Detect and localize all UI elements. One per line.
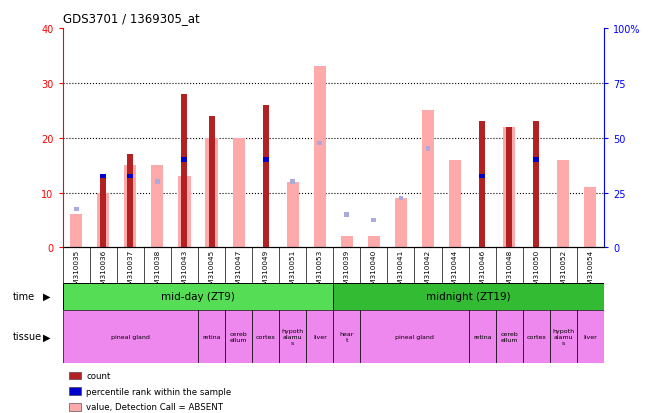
Text: pineal gland: pineal gland (111, 334, 150, 339)
Text: GSM310045: GSM310045 (209, 249, 214, 294)
Bar (100, 177, 106, 248)
Text: count: count (86, 371, 111, 380)
Bar (70, 215, 82, 248)
Text: ▶: ▶ (43, 291, 50, 301)
Bar (341, 237, 353, 248)
Bar (395, 199, 407, 248)
Text: cereb
ellum: cereb ellum (230, 331, 248, 342)
Text: GSM310041: GSM310041 (398, 249, 404, 294)
Text: cereb
ellum: cereb ellum (500, 331, 518, 342)
Bar (360, 310, 469, 363)
Bar (63, 310, 198, 363)
Text: GSM310047: GSM310047 (236, 249, 242, 294)
Text: mid-day (ZT9): mid-day (ZT9) (161, 291, 235, 301)
Bar (550, 310, 577, 363)
Bar (333, 310, 360, 363)
Text: GSM310050: GSM310050 (533, 249, 539, 294)
Bar (314, 67, 326, 248)
Bar (506, 127, 512, 248)
Bar (306, 310, 333, 363)
Bar (74, 207, 79, 212)
Text: time: time (13, 291, 36, 301)
Text: GSM310046: GSM310046 (479, 249, 485, 294)
Bar (205, 138, 218, 248)
Text: midnight (ZT19): midnight (ZT19) (426, 291, 511, 301)
Text: cortex: cortex (526, 334, 546, 339)
Text: hypoth
alamu
s: hypoth alamu s (282, 328, 304, 345)
Bar (127, 155, 133, 248)
Bar (198, 310, 225, 363)
Text: GSM310039: GSM310039 (344, 249, 350, 294)
Bar (479, 174, 485, 179)
Text: GSM310053: GSM310053 (317, 249, 323, 294)
Bar (279, 310, 306, 363)
Bar (479, 122, 485, 248)
Bar (577, 310, 604, 363)
Bar (290, 180, 295, 184)
Bar (124, 166, 137, 248)
Text: GDS3701 / 1369305_at: GDS3701 / 1369305_at (63, 12, 199, 25)
Bar (345, 213, 349, 217)
Bar (232, 138, 245, 248)
Bar (263, 106, 269, 248)
Bar (372, 218, 376, 223)
Text: retina: retina (202, 334, 221, 339)
Bar (449, 160, 461, 248)
Text: GSM310038: GSM310038 (154, 249, 160, 294)
Bar (63, 283, 333, 310)
Text: percentile rank within the sample: percentile rank within the sample (86, 387, 232, 396)
Text: GSM310052: GSM310052 (560, 249, 566, 294)
Bar (209, 116, 214, 248)
Text: hypoth
alamu
s: hypoth alamu s (552, 328, 574, 345)
Bar (263, 158, 269, 162)
Text: GSM310043: GSM310043 (182, 249, 187, 294)
Bar (101, 180, 106, 184)
Bar (469, 310, 496, 363)
Bar (584, 188, 597, 248)
Bar (333, 283, 604, 310)
Text: GSM310049: GSM310049 (263, 249, 269, 294)
Text: GSM310042: GSM310042 (425, 249, 431, 294)
Bar (523, 310, 550, 363)
Bar (155, 180, 160, 184)
Bar (422, 111, 434, 248)
Bar (557, 160, 570, 248)
Bar (225, 310, 252, 363)
Bar (399, 196, 403, 201)
Bar (182, 158, 187, 162)
Bar (426, 147, 430, 152)
Bar (127, 174, 133, 179)
Text: cortex: cortex (255, 334, 276, 339)
Text: GSM310040: GSM310040 (371, 249, 377, 294)
Bar (286, 182, 299, 248)
Text: GSM310051: GSM310051 (290, 249, 296, 294)
Bar (533, 122, 539, 248)
Text: GSM310037: GSM310037 (127, 249, 133, 294)
Text: tissue: tissue (13, 332, 42, 342)
Bar (368, 237, 380, 248)
Bar (100, 174, 106, 179)
Text: GSM310054: GSM310054 (587, 249, 593, 294)
Text: ▶: ▶ (43, 332, 50, 342)
Bar (503, 127, 515, 248)
Bar (151, 166, 164, 248)
Text: retina: retina (473, 334, 492, 339)
Bar (496, 310, 523, 363)
Text: GSM310048: GSM310048 (506, 249, 512, 294)
Text: GSM310044: GSM310044 (452, 249, 458, 294)
Bar (252, 310, 279, 363)
Text: GSM310036: GSM310036 (100, 249, 106, 294)
Bar (97, 193, 110, 248)
Text: pineal gland: pineal gland (395, 334, 434, 339)
Text: value, Detection Call = ABSENT: value, Detection Call = ABSENT (86, 402, 224, 411)
Text: liver: liver (313, 334, 327, 339)
Text: liver: liver (583, 334, 597, 339)
Bar (182, 95, 187, 248)
Bar (533, 158, 539, 162)
Text: hear
t: hear t (340, 331, 354, 342)
Bar (317, 142, 322, 146)
Text: GSM310035: GSM310035 (73, 249, 79, 294)
Bar (178, 177, 191, 248)
